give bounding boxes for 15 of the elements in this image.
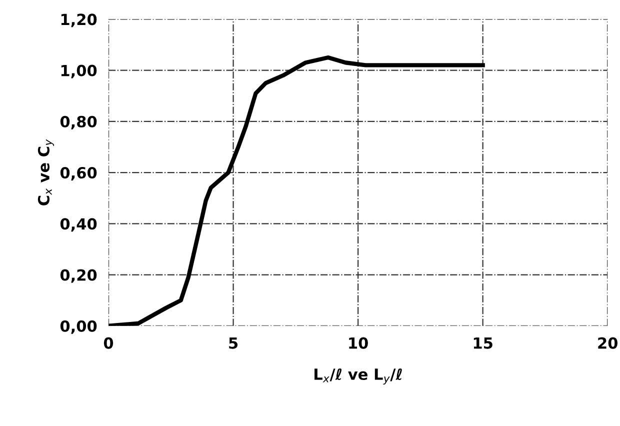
- line-series: [108, 55, 485, 326]
- x-tick-label: 5: [229, 337, 238, 349]
- y-tick-label: 0,20: [60, 269, 97, 283]
- y-tick-label: 1,00: [61, 64, 97, 78]
- x-tick-label: 15: [474, 337, 492, 349]
- y-tick-label: 0,80: [60, 116, 97, 130]
- x-tick-label: 20: [598, 337, 618, 349]
- x-tick-label: 10: [349, 337, 368, 349]
- x-axis-title: L$_{x}$/ℓ ve L$_{y}$/ℓ: [314, 368, 402, 385]
- y-tick-label: 0,00: [60, 320, 97, 334]
- y-axis-title: C$_{x}$ ve C$_{y}$: [38, 139, 54, 206]
- y-tick-label: 1,20: [61, 14, 97, 28]
- x-tick-label: 0: [104, 337, 114, 349]
- y-tick-label: 0,60: [60, 166, 97, 181]
- y-tick-label: 0,40: [60, 218, 97, 232]
